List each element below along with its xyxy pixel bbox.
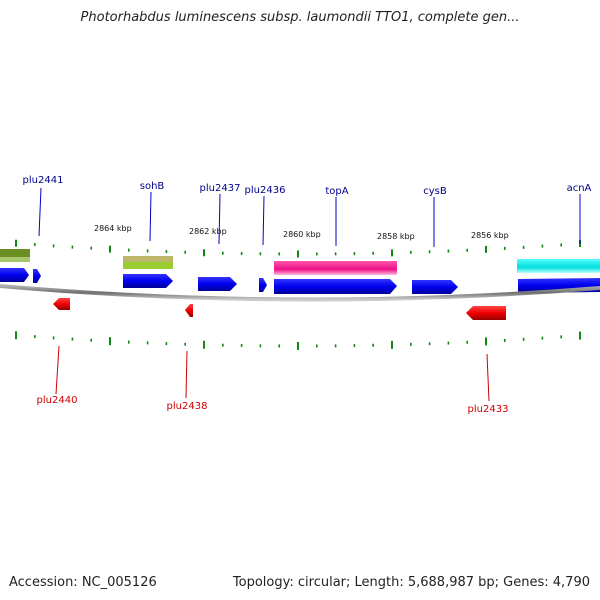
leader-plu2438 bbox=[185, 350, 188, 399]
genome-backbone bbox=[0, 284, 600, 302]
outer-tick-marks bbox=[15, 239, 581, 258]
gene-label-sohB[interactable]: sohB bbox=[140, 181, 165, 192]
gene-arrow-plu2436[interactable] bbox=[259, 278, 267, 292]
leader-plu2433 bbox=[486, 353, 490, 402]
gene-arrow-small-1[interactable] bbox=[33, 269, 41, 283]
leader-plu2441 bbox=[38, 187, 42, 237]
page-title: Photorhabdus luminescens subsp. laumondi… bbox=[80, 10, 520, 25]
leader-plu2437 bbox=[218, 193, 221, 245]
feature-olive-shade bbox=[0, 257, 30, 262]
feature-olive[interactable] bbox=[0, 249, 30, 257]
tick-label-2858: 2858 kbp bbox=[377, 232, 415, 241]
gene-label-cysB[interactable]: cysB bbox=[423, 186, 447, 197]
gene-arrow-plu2440[interactable] bbox=[53, 298, 70, 310]
gene-arrow-sohB[interactable] bbox=[123, 274, 173, 288]
tick-label-2862: 2862 kbp bbox=[189, 227, 227, 236]
feature-acnA[interactable] bbox=[517, 259, 600, 273]
gene-arrow-topA[interactable] bbox=[274, 279, 397, 294]
gene-arrow-cysB[interactable] bbox=[412, 280, 458, 294]
gene-label-plu2436[interactable]: plu2436 bbox=[245, 185, 286, 196]
tick-label-2856: 2856 kbp bbox=[471, 231, 509, 240]
feature-topA[interactable] bbox=[274, 261, 397, 275]
forward-label-lines bbox=[38, 187, 581, 247]
gene-label-plu2440[interactable]: plu2440 bbox=[37, 395, 78, 406]
leader-plu2436 bbox=[262, 195, 265, 246]
leader-plu2440 bbox=[55, 345, 60, 395]
genome-summary-text: Topology: circular; Length: 5,688,987 bp… bbox=[232, 575, 590, 590]
accession-text: Accession: NC_005126 bbox=[9, 575, 157, 590]
feature-sohB-khaki[interactable] bbox=[123, 256, 173, 262]
gene-label-plu2441[interactable]: plu2441 bbox=[23, 175, 64, 186]
gene-arrow-plu2438[interactable] bbox=[185, 304, 193, 317]
feature-track bbox=[0, 249, 600, 275]
reverse-gene-track bbox=[53, 298, 506, 320]
tick-label-2860: 2860 kbp bbox=[283, 230, 321, 239]
gene-label-acnA[interactable]: acnA bbox=[567, 183, 592, 194]
inner-tick-marks bbox=[15, 331, 581, 350]
reverse-label-lines bbox=[55, 345, 490, 402]
gene-label-plu2438[interactable]: plu2438 bbox=[167, 401, 208, 412]
gene-label-plu2433[interactable]: plu2433 bbox=[468, 404, 509, 415]
gene-label-topA[interactable]: topA bbox=[325, 186, 348, 197]
gene-label-plu2437[interactable]: plu2437 bbox=[200, 183, 241, 194]
gene-arrow-plu2433[interactable] bbox=[466, 306, 506, 320]
gene-arrow-plu2437[interactable] bbox=[198, 277, 237, 291]
tick-label-2864: 2864 kbp bbox=[94, 224, 132, 233]
gene-arrow-plu2441[interactable] bbox=[0, 268, 29, 282]
feature-sohB-green[interactable] bbox=[123, 262, 173, 269]
leader-sohB bbox=[149, 191, 152, 242]
